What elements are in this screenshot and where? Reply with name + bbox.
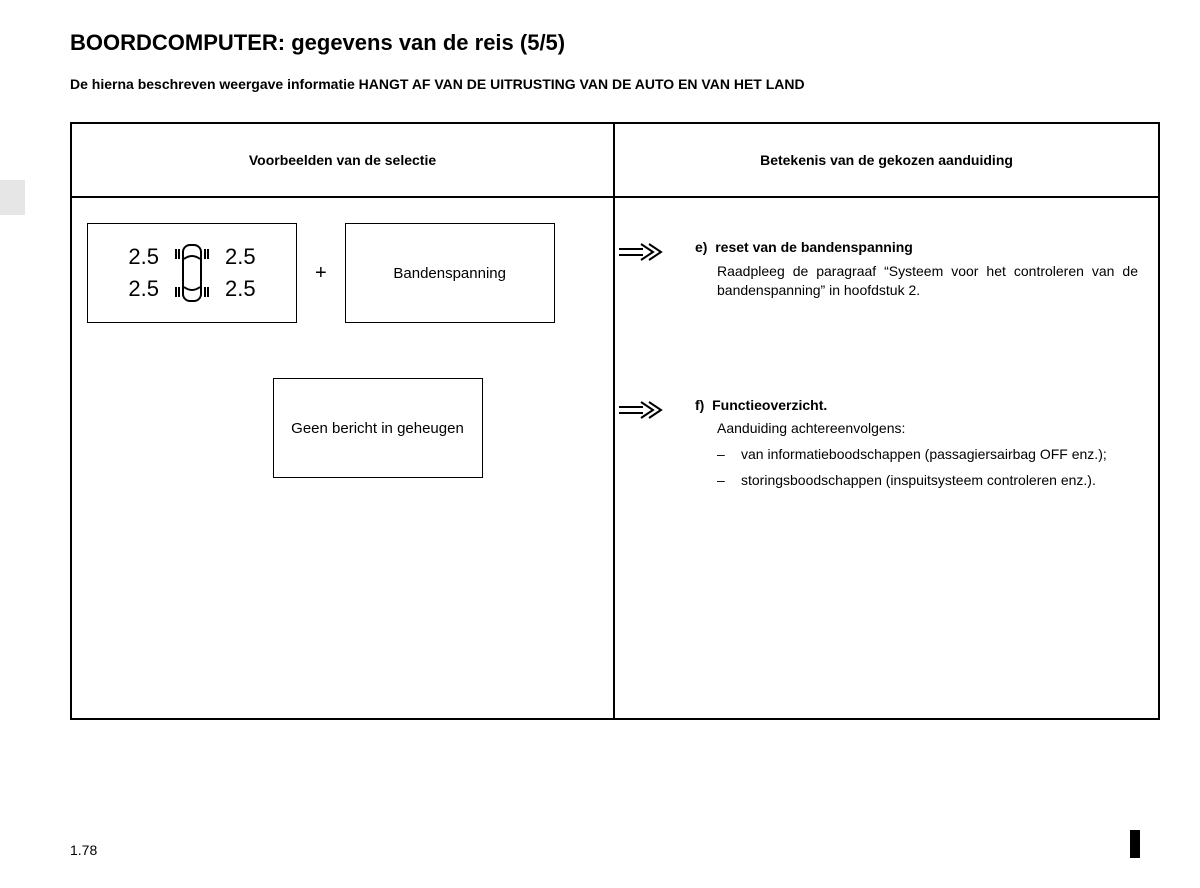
no-message-box: Geen bericht in geheugen (273, 378, 483, 478)
example-row-no-message: Geen bericht in geheugen (87, 378, 598, 478)
edge-tab (0, 180, 25, 215)
item-f-list: –van informatieboodschappen (passagiersa… (717, 445, 1138, 490)
item-e-text: e) reset van de bandenspanning Raadpleeg… (695, 238, 1138, 301)
pressure-right-col: 2.5 2.5 (225, 244, 256, 302)
meaning-column: e) reset van de bandenspanning Raadpleeg… (615, 198, 1158, 718)
example-row-tire-pressure: 2.5 2.5 (87, 223, 598, 323)
item-f-text: f) Functieoverzicht. Aanduiding achteree… (695, 396, 1138, 496)
table-body: 2.5 2.5 (72, 198, 1158, 718)
header-examples: Voorbeelden van de selectie (72, 124, 615, 196)
item-e-prefix: e) (695, 239, 707, 255)
header-meaning: Betekenis van de gekozen aanduiding (615, 124, 1158, 196)
meaning-row-f: f) Functieoverzicht. Aanduiding achteree… (615, 396, 1138, 496)
plus-symbol: + (315, 262, 327, 285)
item-f-heading: Functieoverzicht. (712, 397, 827, 413)
bullet-1: van informatieboodschappen (passagiersai… (741, 445, 1107, 465)
bullet-2: storingsboodschappen (inspuitsysteem con… (741, 471, 1096, 491)
examples-column: 2.5 2.5 (72, 198, 615, 718)
item-e-body: Raadpleeg de paragraaf “Systeem voor het… (695, 262, 1138, 301)
item-f-intro: Aanduiding achtereenvolgens: (717, 419, 1138, 439)
pressure-front-right: 2.5 (225, 244, 256, 270)
meaning-row-e: e) reset van de bandenspanning Raadpleeg… (615, 238, 1138, 301)
table-header-row: Voorbeelden van de selectie Betekenis va… (72, 124, 1158, 198)
pressure-front-left: 2.5 (128, 244, 159, 270)
list-item: –storingsboodschappen (inspuitsysteem co… (717, 471, 1138, 491)
arrow-icon (615, 396, 665, 419)
page-title: BOORDCOMPUTER: gegevens van de reis (5/5… (70, 30, 1160, 56)
pressure-left-col: 2.5 2.5 (128, 244, 159, 302)
item-f-prefix: f) (695, 397, 704, 413)
page-mark (1130, 830, 1140, 858)
car-top-icon (169, 239, 215, 307)
item-e-heading: reset van de bandenspanning (715, 239, 913, 255)
page-number: 1.78 (70, 842, 97, 858)
page-subtitle: De hierna beschreven weergave informatie… (70, 76, 1160, 92)
tire-pressure-display: 2.5 2.5 (87, 223, 297, 323)
list-item: –van informatieboodschappen (passagiersa… (717, 445, 1138, 465)
page-content: BOORDCOMPUTER: gegevens van de reis (5/5… (0, 0, 1200, 740)
info-table: Voorbeelden van de selectie Betekenis va… (70, 122, 1160, 720)
pressure-rear-right: 2.5 (225, 276, 256, 302)
arrow-icon (615, 238, 665, 261)
bandenspanning-box: Bandenspanning (345, 223, 555, 323)
pressure-rear-left: 2.5 (128, 276, 159, 302)
